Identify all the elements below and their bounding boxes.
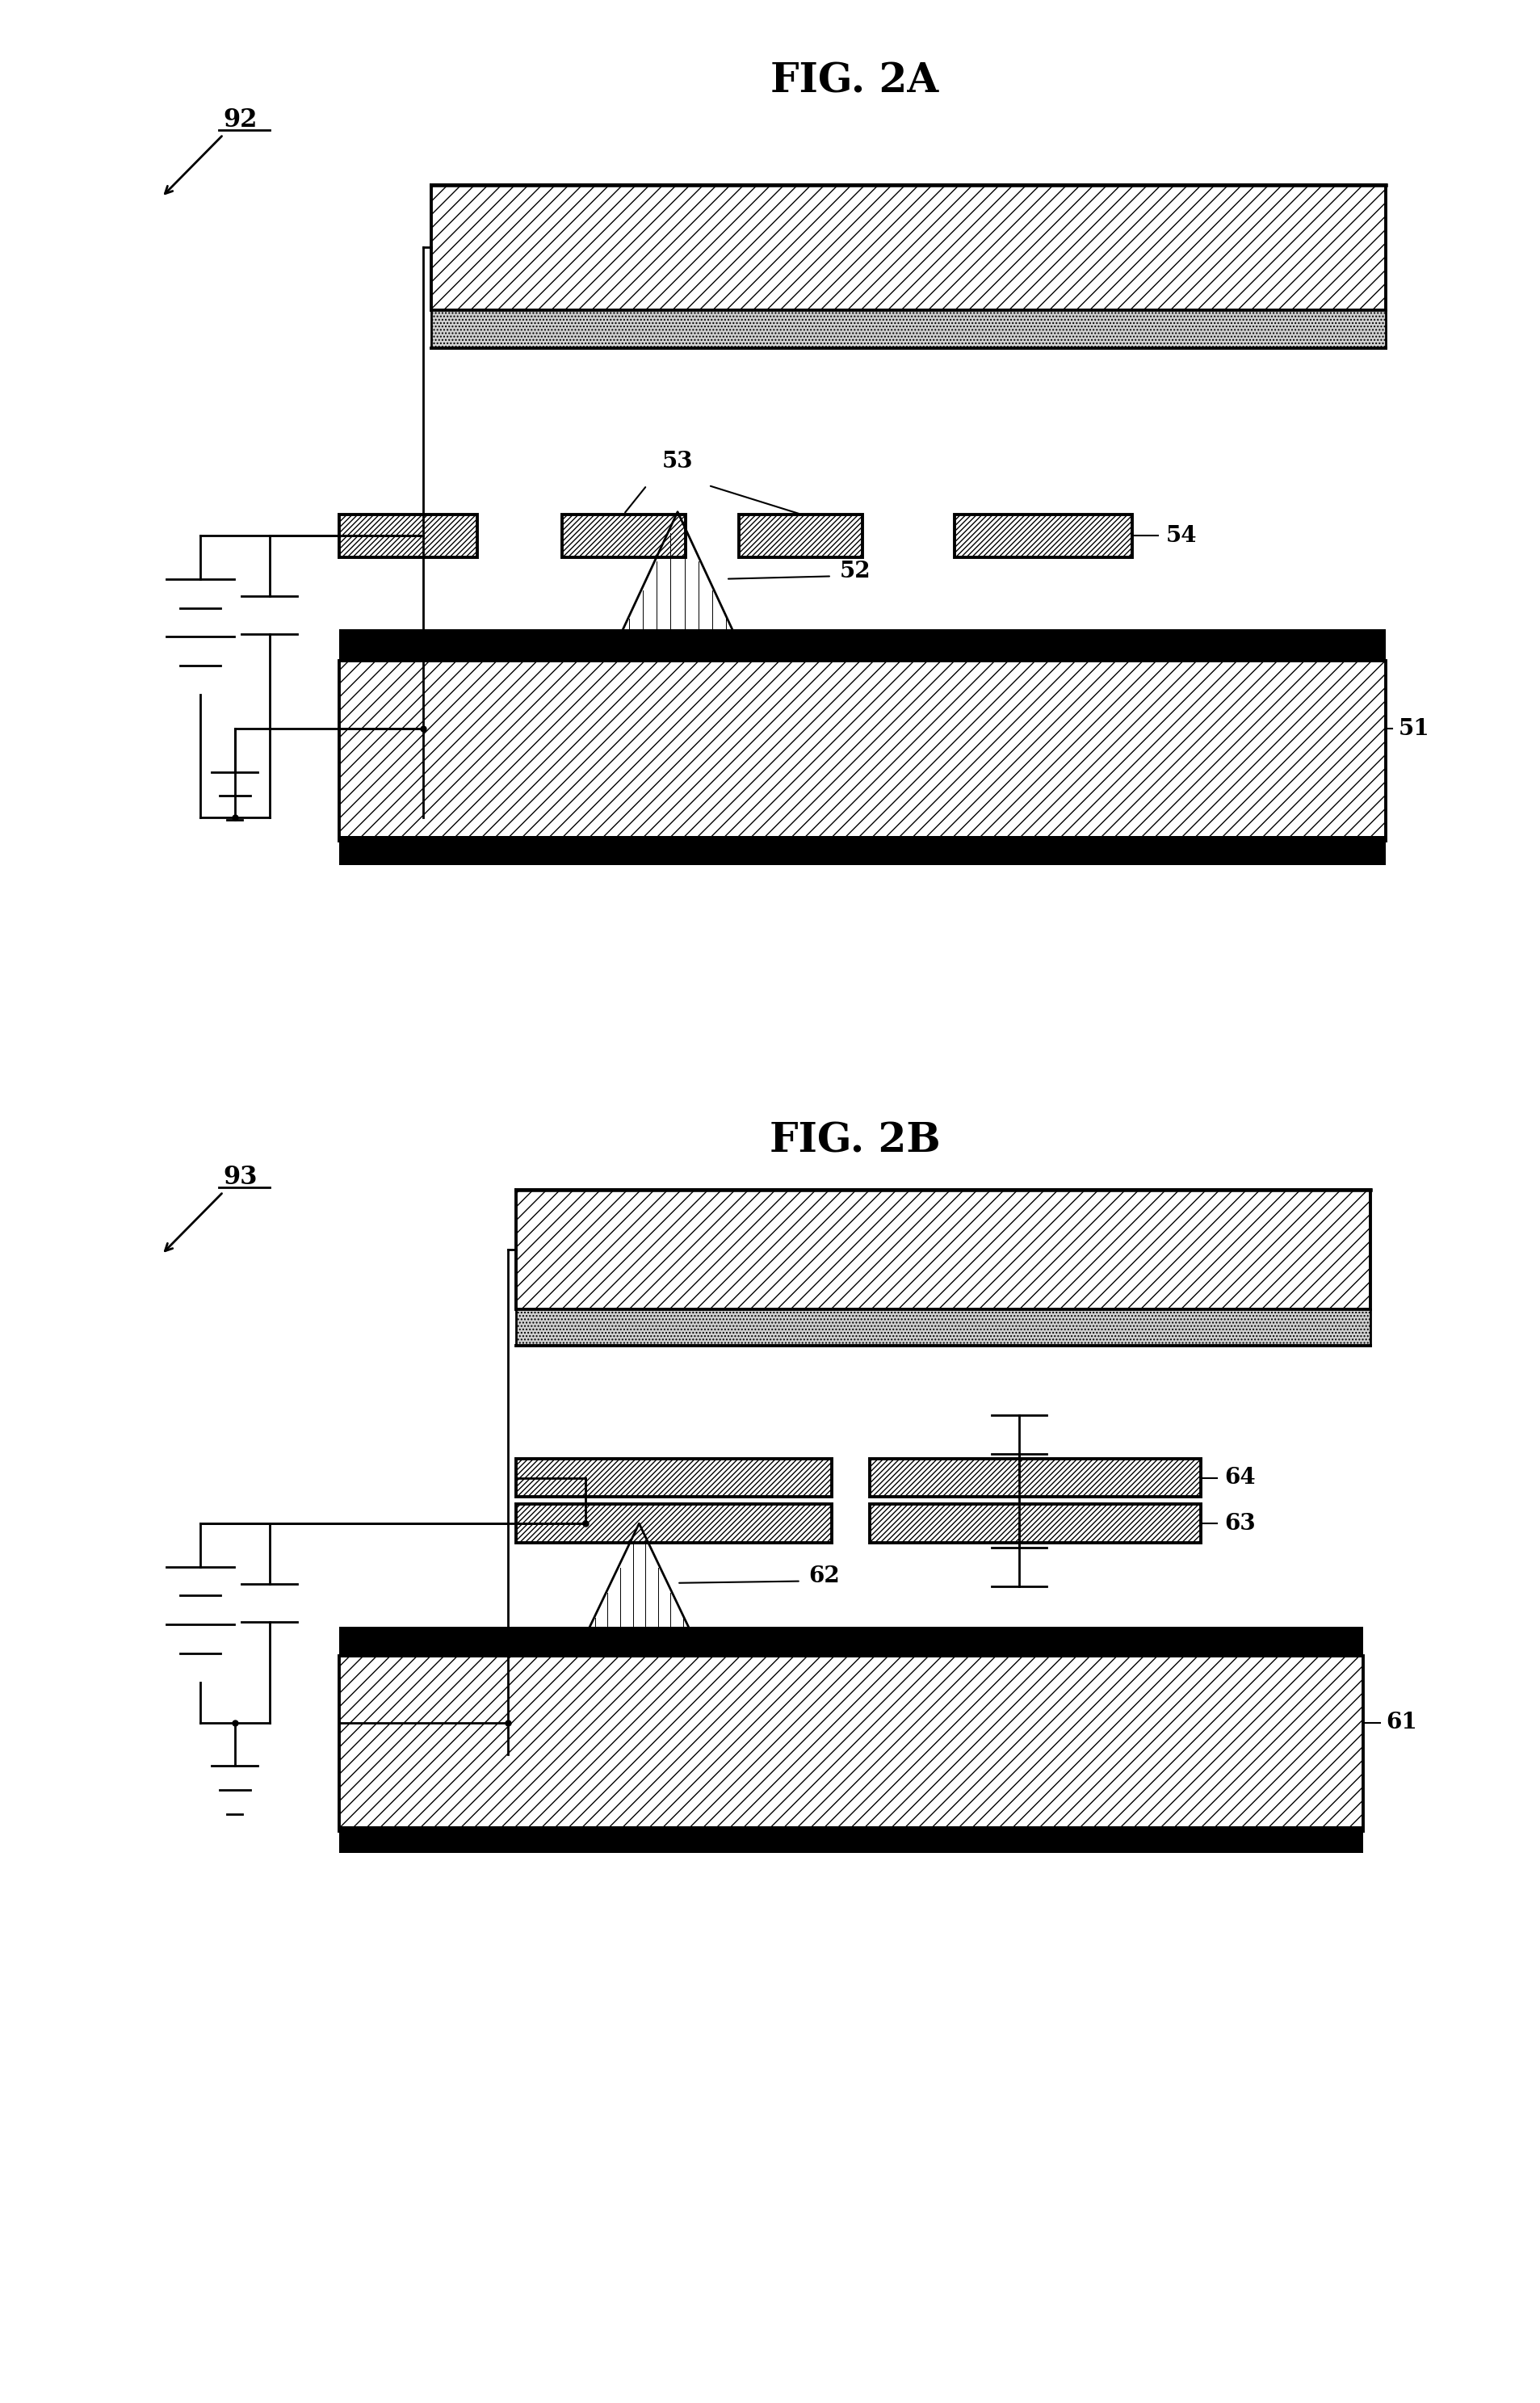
Bar	[339, 630, 1386, 661]
Bar	[339, 1656, 1363, 1831]
Text: 61: 61	[1386, 1711, 1417, 1733]
Bar	[739, 514, 862, 557]
Text: 51: 51	[1398, 718, 1429, 740]
Text: FIG. 2B: FIG. 2B	[770, 1122, 939, 1161]
Bar	[431, 185, 1386, 310]
Text: 53: 53	[662, 449, 693, 473]
Text: 92: 92	[223, 108, 257, 132]
Text: 93: 93	[223, 1165, 257, 1189]
Text: 54: 54	[1166, 524, 1197, 548]
Bar	[516, 1504, 832, 1543]
Bar	[431, 310, 1386, 348]
Text: 52: 52	[839, 560, 870, 582]
Bar	[516, 1189, 1371, 1310]
Bar	[339, 1826, 1363, 1853]
Bar	[870, 1504, 1201, 1543]
Text: 62: 62	[809, 1564, 839, 1588]
Text: 63: 63	[1224, 1511, 1255, 1536]
Text: 64: 64	[1224, 1466, 1255, 1490]
Bar	[516, 1459, 832, 1497]
Bar	[870, 1459, 1201, 1497]
Bar	[516, 1310, 1371, 1346]
Bar	[955, 514, 1132, 557]
Bar	[339, 836, 1386, 865]
Bar	[562, 514, 685, 557]
Bar	[339, 514, 477, 557]
Bar	[339, 1627, 1363, 1656]
Bar	[339, 661, 1386, 841]
Text: FIG. 2A: FIG. 2A	[770, 62, 939, 101]
